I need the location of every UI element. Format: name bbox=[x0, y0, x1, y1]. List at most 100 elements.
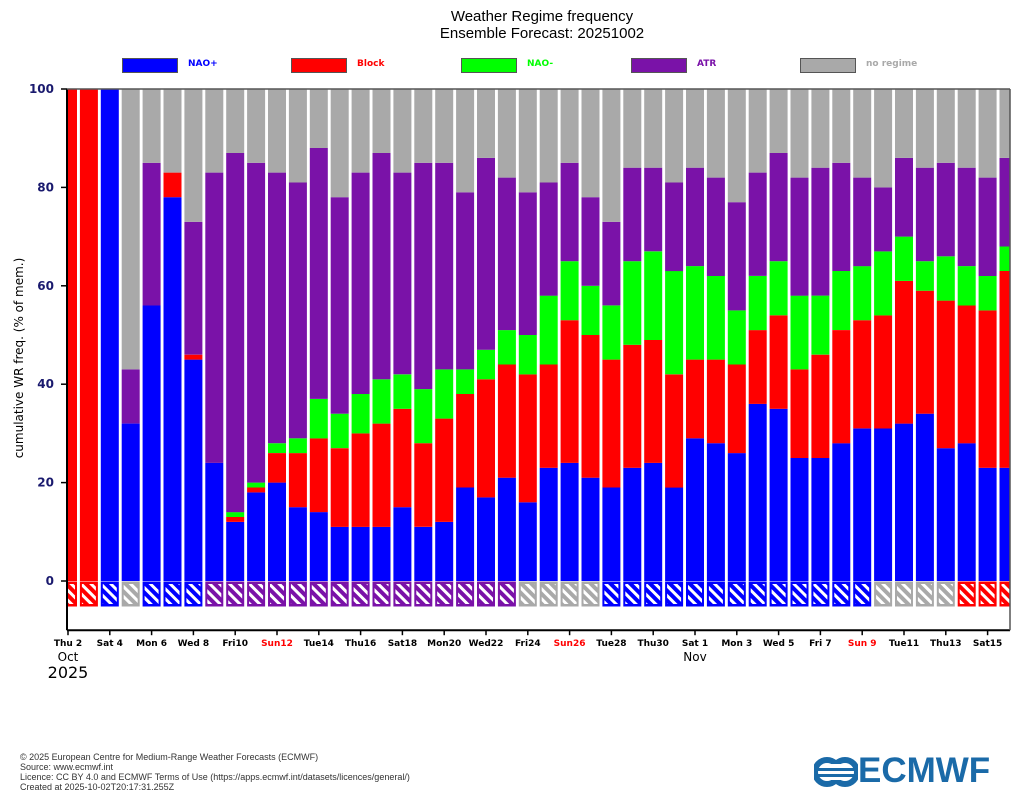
bar-segment-naoplus bbox=[247, 492, 266, 581]
bar-segment-no-regime bbox=[288, 89, 307, 183]
bar-segment-naoplus bbox=[226, 522, 245, 581]
bar-segment-block bbox=[686, 359, 704, 439]
y-axis-label: cumulative WR freq. (% of mem.) bbox=[12, 258, 26, 459]
x-tick-label: Thu30 bbox=[637, 639, 668, 649]
dominant-regime-marker bbox=[644, 581, 663, 607]
dominant-regime-marker bbox=[435, 581, 454, 607]
x-tick-label: Tue28 bbox=[596, 639, 626, 649]
dominant-regime-marker bbox=[121, 581, 140, 607]
bar-segment-atr bbox=[560, 162, 579, 262]
bar-segment-atr bbox=[811, 167, 830, 296]
bar-segment-naoplus bbox=[518, 502, 537, 581]
bar-segment-naoplus bbox=[623, 467, 642, 581]
dominant-regime-marker bbox=[518, 581, 537, 607]
bar-segment-atr bbox=[414, 162, 433, 390]
bar-segment-naoplus bbox=[895, 423, 913, 581]
bar-segment-atr bbox=[351, 172, 370, 394]
bar-segment-no-regime bbox=[832, 89, 851, 163]
bar-segment-atr bbox=[247, 162, 266, 483]
x-month-label: Nov bbox=[683, 650, 706, 664]
dominant-regime-marker bbox=[247, 581, 266, 607]
bar-segment-block bbox=[623, 344, 642, 468]
dominant-regime-marker bbox=[811, 581, 830, 607]
bar-segment-nao bbox=[644, 251, 663, 340]
bar-segment-atr bbox=[915, 167, 934, 262]
dominant-regime-marker bbox=[351, 581, 370, 607]
bar-segment-no-regime bbox=[957, 89, 976, 168]
dominant-regime-marker bbox=[497, 581, 516, 607]
bar-segment-naoplus bbox=[477, 497, 495, 581]
dominant-regime-marker bbox=[748, 581, 767, 607]
legend-swatch bbox=[631, 58, 687, 73]
bar-segment-naoplus bbox=[769, 408, 788, 581]
bar-segment-nao bbox=[999, 246, 1010, 271]
dominant-regime-marker bbox=[790, 581, 809, 607]
bar-segment-naoplus bbox=[456, 487, 475, 581]
bar-segment-atr bbox=[665, 182, 684, 272]
bar-segment-block bbox=[748, 330, 767, 404]
x-tick-label: Thu 2 bbox=[54, 639, 82, 649]
bar-segment-atr bbox=[706, 177, 725, 276]
dominant-regime-marker bbox=[456, 581, 475, 607]
bar-segment-block bbox=[518, 374, 537, 503]
bar-segment-no-regime bbox=[372, 89, 391, 153]
bar-segment-block bbox=[665, 374, 684, 488]
bar-segment-nao bbox=[560, 261, 579, 321]
x-tick-label: Sun12 bbox=[261, 639, 293, 649]
bar-segment-nao bbox=[769, 261, 788, 316]
bar-segment-atr bbox=[456, 192, 475, 370]
dominant-regime-marker bbox=[686, 581, 704, 607]
x-tick-label: Thu13 bbox=[930, 639, 961, 649]
bar-segment-nao bbox=[393, 374, 412, 409]
ecmwf-logo-text: ECMWF bbox=[858, 751, 991, 790]
y-tick-label: 20 bbox=[37, 476, 54, 490]
bar-segment-atr bbox=[581, 197, 600, 286]
bar-segment-no-regime bbox=[895, 89, 913, 158]
bar-segment-no-regime bbox=[351, 89, 370, 173]
bar-segment-block bbox=[790, 369, 809, 458]
dominant-regime-marker bbox=[895, 581, 913, 607]
bar-segment-block bbox=[895, 280, 913, 424]
bar-segment-nao bbox=[414, 389, 433, 444]
bar-segment-block bbox=[414, 443, 433, 527]
bar-segment-naoplus bbox=[309, 512, 328, 581]
bar-segment-block bbox=[351, 433, 370, 527]
bar-segment-nao bbox=[435, 369, 454, 419]
y-tick-label: 80 bbox=[37, 180, 54, 194]
bar-segment-no-regime bbox=[414, 89, 433, 163]
bar-segment-atr bbox=[184, 221, 203, 355]
bar-segment-block bbox=[247, 487, 266, 493]
bar-segment-nao bbox=[790, 295, 809, 370]
bar-segment-atr bbox=[497, 177, 516, 331]
bar-segment-block bbox=[477, 379, 495, 498]
bar-segment-naoplus bbox=[853, 428, 872, 581]
legend-label: NAO- bbox=[527, 59, 554, 69]
bar-segment-naoplus bbox=[706, 443, 725, 581]
bar-segment-nao bbox=[665, 271, 684, 375]
bar-segment-naoplus bbox=[686, 438, 704, 581]
bar-segment-naoplus bbox=[560, 462, 579, 581]
bar-segment-naoplus bbox=[435, 522, 454, 581]
bar-segment-no-regime bbox=[644, 89, 663, 168]
bar-segment-no-regime bbox=[205, 89, 224, 173]
bar-segment-naoplus bbox=[393, 507, 412, 581]
bar-segment-atr bbox=[832, 162, 851, 271]
dominant-regime-marker bbox=[706, 581, 725, 607]
bar-segment-naoplus bbox=[121, 423, 140, 581]
x-tick-label: Fri 7 bbox=[809, 639, 832, 649]
bar-segment-nao bbox=[372, 379, 391, 424]
bar-segment-naoplus bbox=[874, 428, 893, 581]
bar-segment-block bbox=[832, 330, 851, 444]
x-tick-label: Tue14 bbox=[304, 639, 334, 649]
x-tick-label: Sat 1 bbox=[682, 639, 708, 649]
bar-segment-atr bbox=[999, 157, 1010, 247]
bar-segment-atr bbox=[748, 172, 767, 276]
bar-segment-no-regime bbox=[853, 89, 872, 178]
bar-segment-block bbox=[268, 453, 286, 483]
chart-title: Weather Regime frequency bbox=[450, 8, 634, 25]
bar-segment-atr bbox=[477, 157, 495, 350]
dominant-regime-marker bbox=[539, 581, 558, 607]
dominant-regime-marker bbox=[727, 581, 746, 607]
bar-segment-block bbox=[456, 394, 475, 488]
x-tick-label: Sun 9 bbox=[848, 639, 877, 649]
